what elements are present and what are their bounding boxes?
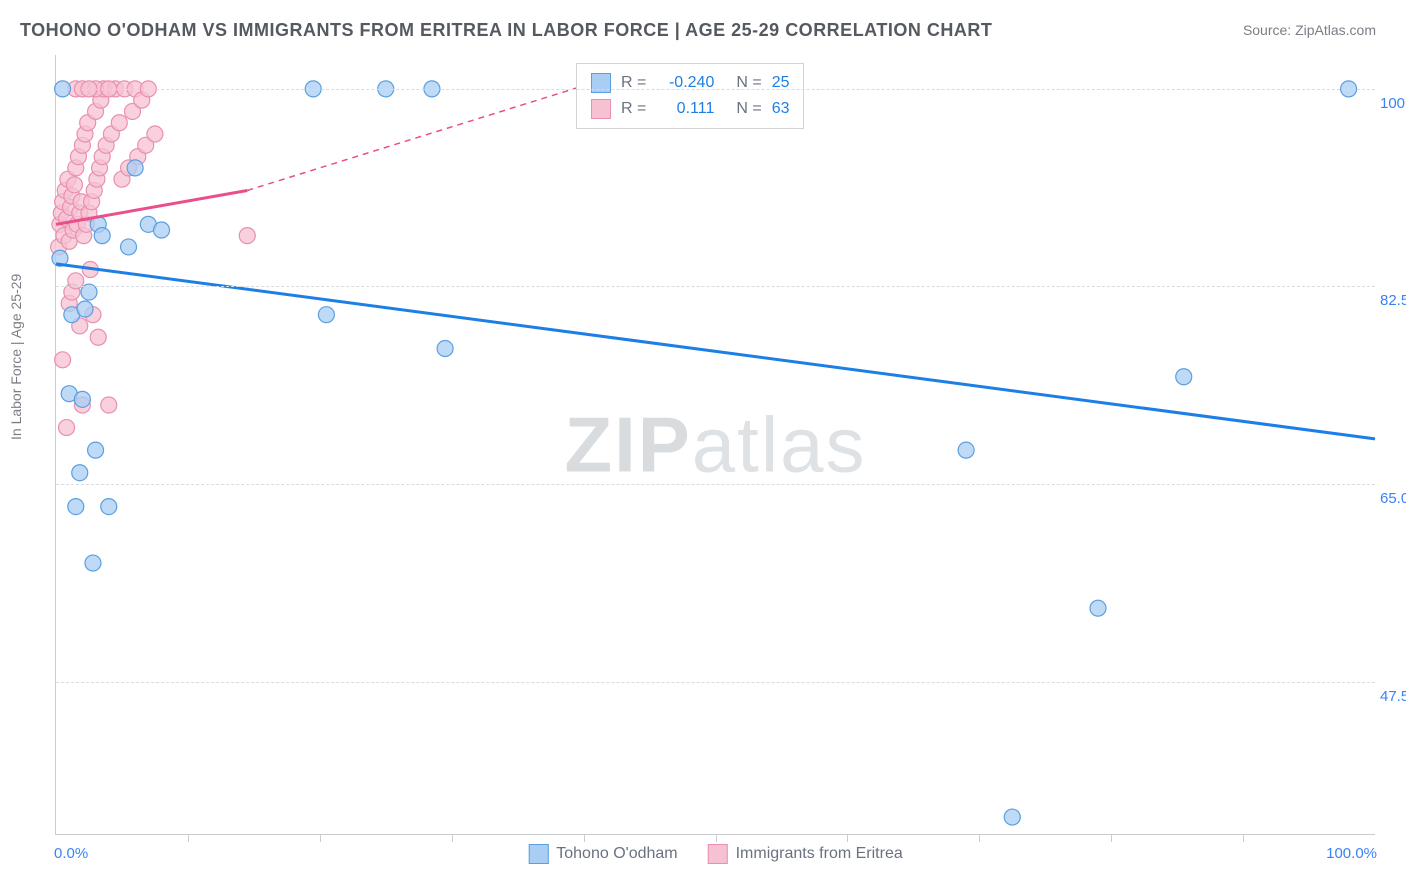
- legend-r-label: R =: [621, 96, 646, 122]
- source-credit: Source: ZipAtlas.com: [1243, 22, 1376, 38]
- x-tick: [320, 834, 321, 842]
- x-tick: [452, 834, 453, 842]
- x-tick: [1243, 834, 1244, 842]
- legend-row-series1: R = -0.240 N = 25: [591, 70, 789, 96]
- legend-item-2: Immigrants from Eritrea: [708, 844, 903, 864]
- legend-r-label: R =: [621, 70, 646, 96]
- y-tick-label: 65.0%: [1380, 490, 1406, 507]
- x-tick: [188, 834, 189, 842]
- legend-swatch-1: [591, 73, 611, 93]
- x-tick: [1111, 834, 1112, 842]
- legend-swatch-b2: [708, 844, 728, 864]
- x-tick: [716, 834, 717, 842]
- legend-n-label: N =: [736, 70, 761, 96]
- gridline: [56, 682, 1375, 683]
- legend-r-value-2: 0.111: [656, 96, 714, 122]
- plot-area: ZIPatlas R = -0.240 N = 25 R = 0.111 N =…: [55, 55, 1375, 835]
- chart-canvas: [56, 55, 1375, 834]
- legend-item-1: Tohono O'odham: [528, 844, 677, 864]
- legend-swatch-2: [591, 99, 611, 119]
- legend-r-value-1: -0.240: [656, 70, 714, 96]
- gridline: [56, 89, 1375, 90]
- y-tick-label: 82.5%: [1380, 292, 1406, 309]
- legend-swatch-b1: [528, 844, 548, 864]
- y-tick-label: 47.5%: [1380, 688, 1406, 705]
- y-axis-label: In Labor Force | Age 25-29: [8, 274, 24, 440]
- gridline: [56, 484, 1375, 485]
- legend-n-label: N =: [736, 96, 761, 122]
- correlation-legend: R = -0.240 N = 25 R = 0.111 N = 63: [576, 63, 804, 129]
- y-tick-label: 100.0%: [1380, 95, 1406, 112]
- x-axis-min-label: 0.0%: [54, 845, 88, 862]
- legend-n-value-2: 63: [772, 96, 790, 122]
- x-tick: [584, 834, 585, 842]
- legend-n-value-1: 25: [772, 70, 790, 96]
- x-axis-max-label: 100.0%: [1326, 845, 1377, 862]
- legend-label-1: Tohono O'odham: [556, 845, 677, 863]
- x-tick: [847, 834, 848, 842]
- legend-label-2: Immigrants from Eritrea: [736, 845, 903, 863]
- series-legend: Tohono O'odham Immigrants from Eritrea: [528, 844, 903, 864]
- gridline: [56, 286, 1375, 287]
- x-tick: [979, 834, 980, 842]
- legend-row-series2: R = 0.111 N = 63: [591, 96, 789, 122]
- chart-title: TOHONO O'ODHAM VS IMMIGRANTS FROM ERITRE…: [20, 20, 992, 41]
